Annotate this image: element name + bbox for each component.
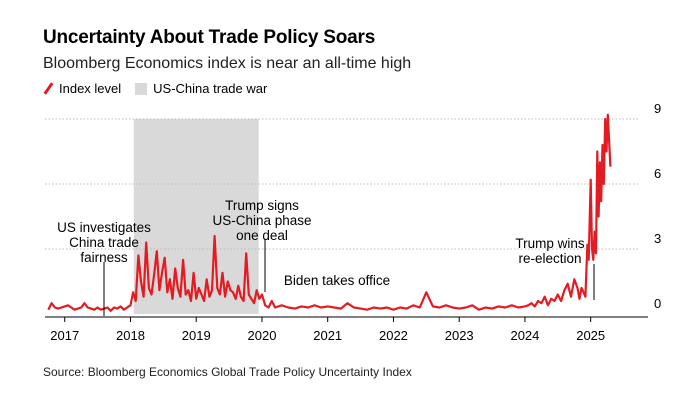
x-tick-label-2021: 2021: [313, 328, 342, 343]
x-tick-label-2024: 2024: [510, 328, 539, 343]
y-tick-label-6: 6: [654, 166, 661, 181]
x-tick-label-2023: 2023: [445, 328, 474, 343]
chart-subtitle: Bloomberg Economics index is near an all…: [43, 55, 412, 72]
legend-label-index-level: Index level: [59, 81, 122, 96]
legend-shade-swatch: [135, 82, 148, 95]
legend-item-index-level: Index level: [43, 81, 121, 96]
x-tick-label-2022: 2022: [379, 328, 408, 343]
chart-title: Uncertainty About Trade Policy Soars: [43, 27, 376, 48]
y-tick-label-3: 3: [654, 231, 661, 246]
annotation-3: Trump wins re-election: [515, 236, 585, 266]
x-tick-label-2019: 2019: [182, 328, 211, 343]
series-line-0: [47, 113, 612, 312]
annotation-0: US investigates China trade fairness: [57, 220, 151, 265]
y-tick-label-0: 0: [654, 296, 661, 311]
annotation-1: Trump signs US-China phase one deal: [212, 198, 311, 243]
x-tick-label-2017: 2017: [50, 328, 79, 343]
x-tick-label-2025: 2025: [576, 328, 605, 343]
legend: Index level US-China trade war: [43, 81, 281, 96]
legend-label-trade-war: US-China trade war: [153, 81, 268, 96]
x-tick-label-2020: 2020: [248, 328, 277, 343]
y-tick-label-9: 9: [654, 101, 661, 116]
x-tick-label-2018: 2018: [116, 328, 145, 343]
legend-item-trade-war: US-China trade war: [135, 81, 267, 96]
source-note: Source: Bloomberg Economics Global Trade…: [43, 365, 412, 379]
annotation-2: Biden takes office: [284, 273, 390, 288]
shaded-trade-war-region: [133, 119, 259, 314]
